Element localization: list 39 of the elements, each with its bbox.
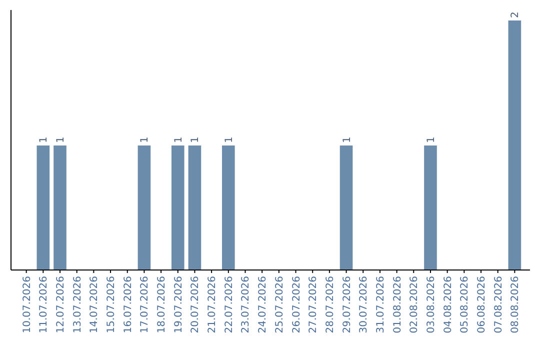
data-label: 1 [56, 136, 67, 143]
x-tick-label: 13.07.2026 [72, 276, 84, 334]
data-label: 1 [224, 136, 235, 143]
data-label: 1 [38, 136, 50, 143]
x-tick-label: 26.07.2026 [291, 276, 302, 334]
x-tick-label: 11.07.2026 [38, 276, 50, 334]
x-tick-label: 15.07.2026 [106, 276, 118, 334]
x-tick-label: 29.07.2026 [342, 276, 353, 334]
x-tick-label: 01.08.2026 [392, 276, 404, 334]
x-tick-label: 24.07.2026 [258, 276, 269, 334]
x-tick-label: 20.07.2026 [190, 276, 202, 334]
x-tick-label: 12.07.2026 [56, 276, 67, 334]
data-label: 2 [510, 12, 522, 18]
data-label: 1 [342, 136, 353, 143]
x-tick-label: 21.07.2026 [207, 276, 218, 334]
x-tick-label: 16.07.2026 [122, 276, 134, 334]
x-tick-label: 23.07.2026 [240, 276, 252, 334]
x-tick-label: 03.08.2026 [426, 276, 437, 334]
x-tick-label: 19.07.2026 [173, 276, 184, 334]
x-tick-label: 31.07.2026 [375, 276, 386, 334]
x-tick-label: 04.08.2026 [442, 276, 454, 334]
x-tick-label: 30.07.2026 [358, 276, 370, 334]
x-tick-label: 27.07.2026 [308, 276, 320, 334]
x-tick-label: 06.08.2026 [476, 276, 488, 334]
data-label: 1 [140, 136, 151, 143]
x-tick-label: 05.08.2026 [460, 276, 471, 334]
x-tick-label: 28.07.2026 [324, 276, 336, 334]
x-tick-label: 07.08.2026 [493, 276, 504, 334]
x-tick-label: 14.07.2026 [89, 276, 100, 334]
data-label: 1 [173, 136, 184, 143]
data-label: 1 [190, 136, 202, 143]
x-tick-label: 25.07.2026 [274, 276, 286, 334]
x-tick-label: 22.07.2026 [224, 276, 235, 334]
x-tick-label: 02.08.2026 [409, 276, 420, 334]
data-label: 1 [426, 136, 437, 143]
x-tick-label: 17.07.2026 [140, 276, 151, 334]
x-tick-label: 10.07.2026 [22, 276, 33, 334]
x-tick-label: 08.08.2026 [510, 276, 522, 334]
x-tick-label: 18.07.2026 [156, 276, 168, 334]
